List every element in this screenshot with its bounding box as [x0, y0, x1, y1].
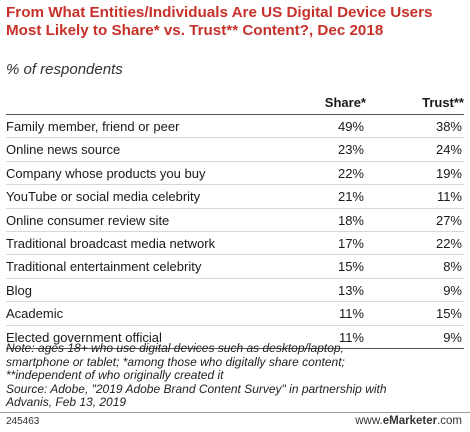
trust-value: 9% — [443, 282, 462, 298]
source-line: Source: Adobe, "2019 Adobe Brand Content… — [6, 381, 387, 396]
row-label: Online news source — [6, 142, 121, 158]
table-row: Online consumer review site 18% 27% — [6, 209, 464, 232]
note-line: Note: ages 18+ who use digital devices s… — [6, 341, 344, 355]
chart-id: 245463 — [6, 416, 40, 427]
share-value: 23% — [337, 142, 364, 158]
table-row: Company whose products you buy 22% 19% — [6, 162, 464, 186]
table-body: Family member, friend or peer 49% 38% Onlin… — [6, 115, 464, 349]
share-value: 15% — [337, 259, 364, 275]
row-label: YouTube or social media celebrity — [6, 189, 201, 205]
source-line: Advanis, Feb 13, 2019 — [6, 395, 127, 410]
trust-value: 11% — [436, 189, 462, 205]
row-label: Online consumer review site — [6, 212, 170, 228]
row-label: Family member, friend or peer — [6, 119, 180, 134]
table-row: Blog 13% 9% — [6, 279, 464, 303]
share-value: 22% — [337, 165, 364, 181]
trust-value: 38% — [435, 119, 462, 134]
brand-name: eMarketer — [382, 415, 438, 427]
trust-value: 9% — [443, 329, 462, 345]
share-value: 21% — [337, 189, 364, 205]
column-header-share: Share* — [324, 95, 366, 110]
data-table: Share* Trust** Family member, friend or … — [6, 89, 464, 349]
row-label: Academic — [6, 306, 64, 322]
table-header: Share* Trust** — [6, 89, 464, 115]
trust-value: 24% — [435, 142, 462, 158]
chart-subtitle: % of respondents — [6, 61, 123, 78]
trust-value: 15% — [435, 306, 462, 322]
column-header-trust: Trust** — [422, 95, 464, 110]
table-row: Traditional broadcast media network 17% 22… — [6, 232, 464, 256]
footer-divider — [0, 412, 470, 413]
note-line: smartphone or tablet; *among those who d… — [6, 354, 345, 369]
table-row: YouTube or social media celebrity 21% 11% — [6, 185, 464, 209]
row-label: Blog — [6, 282, 33, 298]
brand-prefix: www. — [355, 415, 383, 427]
chart-title: From What Entities/Individuals Are US Di… — [6, 4, 433, 39]
table-row: Elected government official 11% 9% — [6, 326, 464, 349]
share-value: 11% — [338, 329, 364, 345]
trust-value: 8% — [443, 259, 462, 275]
trust-value: 27% — [435, 212, 462, 228]
row-label: Traditional entertainment celebrity — [6, 259, 202, 275]
brand-logo: www.eMarketer.com — [355, 415, 462, 427]
table-row: Online news source 23% 24% — [6, 138, 464, 162]
row-label: Company whose products you buy — [6, 165, 206, 181]
table-row: Traditional entertainment celebrity 15% 8% — [6, 255, 464, 279]
row-label: Traditional broadcast media network — [6, 235, 216, 251]
chart-notes: Note: ages 18+ who use digital devices s… — [6, 341, 466, 410]
share-value: 49% — [337, 119, 364, 134]
trust-value: 19% — [435, 165, 462, 181]
note-line: **independent of who originally created … — [6, 368, 224, 383]
brand-suffix: .com — [437, 415, 462, 427]
table-row: Academic 11% 15% — [6, 302, 464, 326]
table-row: Family member, friend or peer 49% 38% — [6, 115, 464, 139]
share-value: 11% — [338, 306, 364, 322]
row-label: Elected government official — [6, 329, 162, 345]
share-value: 17% — [337, 235, 364, 251]
share-value: 18% — [337, 212, 364, 228]
trust-value: 22% — [435, 235, 462, 251]
share-value: 13% — [337, 282, 364, 298]
